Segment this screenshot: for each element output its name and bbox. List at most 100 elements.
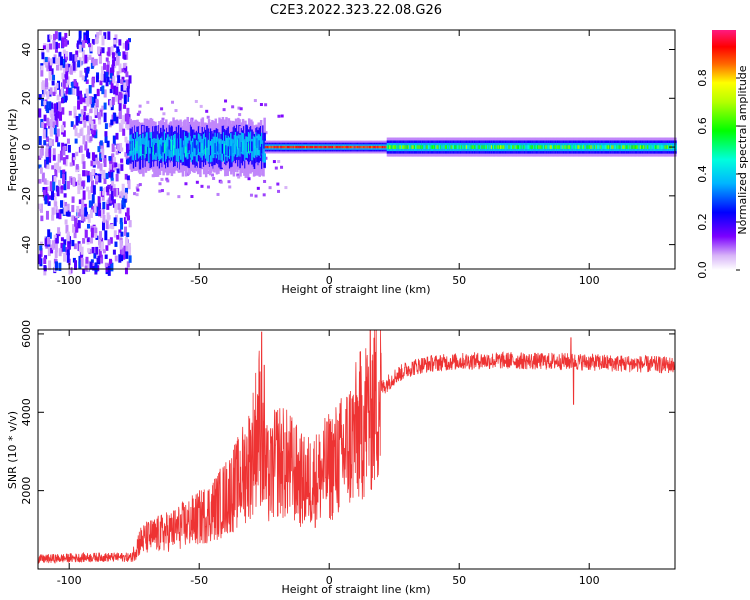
spectrogram-cell: [96, 257, 100, 263]
spectrogram-cell: [42, 186, 46, 193]
spectrogram-cell: [402, 145, 405, 149]
spectrogram-marks: [38, 30, 677, 276]
spectrogram-cell: [139, 146, 143, 157]
spectrogram-cell: [43, 114, 47, 122]
spectrogram-cell: [86, 239, 90, 245]
spectrogram-cell: [97, 160, 101, 169]
spectrogram-cell: [59, 200, 63, 208]
spectrogram-cell: [76, 40, 80, 49]
spectrogram-cell: [72, 176, 76, 186]
spectrogram-cell: [91, 152, 95, 161]
spectrogram-cell: [134, 144, 138, 154]
spectrogram-cell: [389, 145, 392, 149]
spectrogram-cell: [116, 71, 120, 78]
spectrogram-cell: [135, 186, 139, 190]
spectrogram-cell: [211, 140, 214, 162]
spectrogram-cell: [60, 242, 64, 252]
spectrogram-cell: [459, 145, 463, 149]
spectrogram-cell: [93, 101, 97, 110]
spectrogram-cell: [51, 121, 55, 129]
spectrogram-cell: [111, 153, 115, 163]
spectrogram-cell: [117, 191, 121, 196]
spectrogram-cell: [452, 145, 456, 149]
spectrogram-cell: [148, 141, 151, 163]
spectrogram-cell: [231, 105, 235, 109]
spectrogram-cell: [46, 164, 50, 170]
spectrogram-cell: [568, 145, 572, 149]
spectrogram-cell: [88, 96, 92, 105]
spectrogram-cell: [191, 142, 195, 152]
spectrogram-cell: [112, 135, 116, 146]
spectrogram-xtick-label: 100: [579, 274, 600, 287]
spectrogram-cell: [101, 85, 105, 95]
spectrogram-cell: [230, 146, 233, 156]
spectrogram-cell: [124, 226, 128, 236]
spectrogram-cell: [48, 232, 52, 239]
spectrogram-cell: [95, 206, 99, 216]
spectrogram-cell: [77, 173, 81, 182]
spectrogram-cell: [45, 210, 49, 220]
spectrogram-cell: [54, 242, 58, 253]
spectrogram-cell: [91, 96, 95, 106]
spectrogram-cell: [106, 212, 110, 221]
spectrogram-xtick-label: 50: [452, 274, 466, 287]
spectrogram-cell: [384, 145, 387, 149]
spectrogram-cell: [278, 145, 282, 149]
spectrogram-cell: [102, 201, 106, 210]
spectrogram-cell: [149, 138, 153, 148]
spectrogram-cell: [113, 39, 117, 45]
spectrogram-cell: [125, 44, 129, 51]
spectrogram-cell: [71, 215, 75, 221]
spectrogram-cell: [77, 92, 81, 100]
spectrogram-cell: [89, 172, 93, 182]
spectrogram-cell: [276, 182, 280, 186]
spectrogram-cell: [61, 107, 65, 115]
spectrogram-cell: [94, 262, 98, 273]
spectrogram-cell: [43, 89, 47, 95]
spectrogram-cell: [48, 195, 52, 200]
spectrogram-cell: [184, 146, 188, 157]
spectrogram-cell: [57, 142, 61, 147]
spectrogram-cell: [386, 145, 390, 149]
spectrogram-cell: [138, 183, 142, 187]
spectrogram-cell: [142, 144, 145, 155]
spectrogram-cell: [92, 262, 96, 269]
spectrogram-cell: [98, 231, 102, 240]
spectrogram-cell: [59, 61, 63, 71]
spectrogram-cell: [174, 109, 178, 113]
spectrogram-cell: [78, 261, 82, 269]
spectrogram-cell: [102, 214, 106, 223]
spectrogram-cell: [126, 158, 130, 165]
spectrogram-cell: [63, 193, 67, 198]
spectrogram-cell: [66, 249, 70, 256]
spectrogram-cell: [120, 190, 124, 198]
spectrogram-cell: [62, 121, 66, 128]
spectrogram-cell: [437, 145, 440, 149]
spectrogram-cell: [98, 249, 102, 259]
spectrogram-cell: [588, 145, 592, 149]
spectrogram-ytick-label: -20: [20, 187, 33, 205]
spectrogram-cell: [324, 145, 328, 149]
spectrogram-cell: [211, 139, 214, 149]
spectrogram-cell: [62, 49, 66, 54]
spectrogram-cell: [263, 138, 266, 149]
spectrogram-cell: [104, 230, 108, 241]
spectrogram-cell: [79, 94, 83, 105]
spectrogram-cell: [209, 145, 213, 156]
snr-xtick-label: 100: [579, 574, 600, 587]
spectrogram-cell: [465, 145, 469, 149]
spectrogram-cell: [59, 150, 63, 161]
spectrogram-cell: [91, 169, 95, 176]
spectrogram-cell: [177, 140, 181, 163]
spectrogram-cell: [102, 190, 106, 196]
spectrogram-cell: [97, 196, 101, 207]
spectrogram-cell: [63, 95, 67, 103]
spectrogram-cell: [227, 146, 231, 157]
spectrogram-cell: [313, 145, 316, 149]
spectrogram-cell: [72, 61, 76, 71]
spectrogram-cell: [107, 239, 111, 246]
spectrogram-cell: [53, 33, 57, 41]
spectrogram-cell: [56, 102, 60, 111]
spectrogram-cell: [160, 177, 164, 181]
spectrogram-cell: [72, 87, 76, 96]
